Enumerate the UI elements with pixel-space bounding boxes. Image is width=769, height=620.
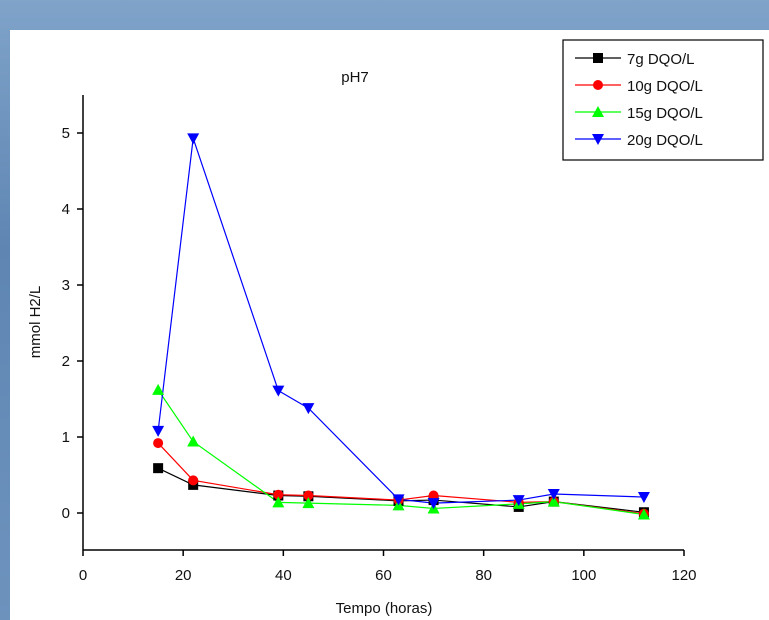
marker [392, 494, 405, 506]
marker [427, 498, 440, 510]
marker [302, 497, 315, 509]
x-tick-label: 40 [275, 567, 292, 584]
y-axis-label: mmol H2/L [27, 286, 44, 359]
x-tick-label: 120 [671, 567, 696, 584]
x-tick-label: 20 [175, 567, 192, 584]
marker [152, 425, 165, 437]
marker [187, 435, 200, 447]
marker [188, 475, 199, 486]
legend-marker [593, 80, 603, 90]
x-tick-label: 60 [375, 567, 392, 584]
x-tick-label: 100 [571, 567, 596, 584]
marker [187, 133, 200, 145]
x-tick-label: 0 [79, 567, 87, 584]
x-tick-label: 80 [475, 567, 492, 584]
chart-title: pH7 [341, 69, 369, 86]
legend-label: 15g DQO/L [627, 105, 703, 122]
legend-label: 20g DQO/L [627, 132, 703, 149]
marker [512, 495, 525, 507]
y-tick-label: 1 [62, 429, 70, 446]
y-tick-label: 0 [62, 505, 70, 522]
marker [272, 496, 285, 508]
legend-marker [592, 134, 604, 145]
marker [637, 508, 650, 520]
marker [303, 490, 314, 501]
legend-label: 10g DQO/L [627, 78, 703, 95]
marker [547, 495, 560, 507]
marker [272, 385, 285, 397]
y-tick-label: 2 [62, 353, 70, 370]
legend-marker [592, 106, 604, 117]
marker [153, 463, 164, 474]
legend-label: 7g DQO/L [627, 51, 695, 68]
x-axis-label: Tempo (horas) [336, 600, 433, 617]
marker [273, 489, 284, 500]
marker [547, 489, 560, 500]
marker [153, 438, 164, 449]
y-tick-label: 4 [62, 201, 70, 218]
y-tick-label: 3 [62, 277, 70, 294]
marker [428, 490, 439, 501]
marker [637, 492, 650, 504]
marker [302, 403, 315, 415]
legend-marker [593, 53, 603, 63]
marker [152, 383, 165, 395]
y-tick-label: 5 [62, 125, 70, 142]
